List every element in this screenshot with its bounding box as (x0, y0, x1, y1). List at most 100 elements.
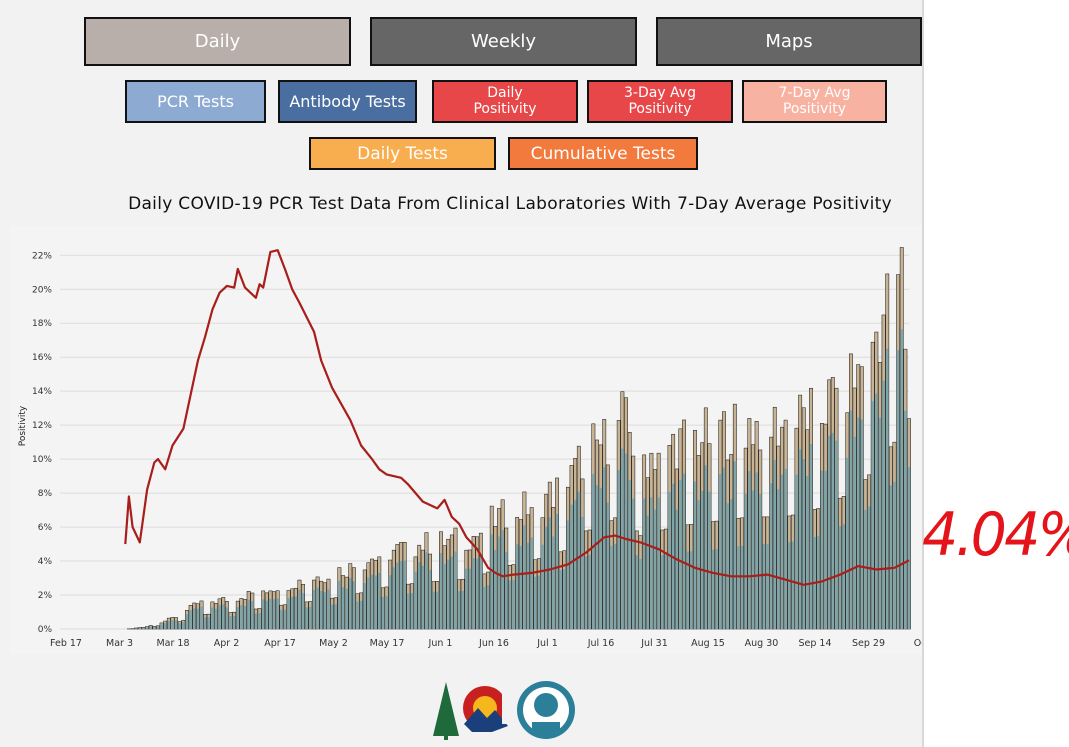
bar-inner (479, 555, 483, 629)
bar-inner (624, 453, 628, 629)
bar-inner (740, 545, 744, 629)
bar-inner (610, 545, 613, 629)
bar-inner (722, 467, 726, 629)
bar-inner (319, 591, 323, 629)
bar-inner (486, 585, 490, 629)
bar-inner (396, 562, 399, 629)
bar-inner (377, 572, 381, 629)
tab-maps[interactable]: Maps (656, 17, 922, 66)
bar-inner (533, 576, 537, 629)
bar-inner (305, 607, 309, 629)
bar-inner (791, 541, 795, 629)
bar-inner (359, 600, 363, 629)
bar-inner (294, 596, 298, 629)
bar-inner (472, 558, 475, 629)
bar-inner (573, 500, 577, 629)
bar-inner (192, 608, 196, 629)
bar-inner (544, 526, 548, 629)
bar-inner (715, 549, 719, 629)
x-tick-label: Apr 2 (214, 638, 240, 649)
daily-positivity-button[interactable]: Daily Positivity (432, 80, 578, 123)
bar-inner (142, 628, 145, 629)
bar-inner (849, 410, 853, 629)
bar-inner (276, 598, 280, 629)
bar-inner (160, 624, 163, 629)
bar-inner (428, 569, 432, 629)
bar-inner (882, 380, 885, 629)
tab-daily[interactable]: Daily (84, 17, 351, 66)
bar-inner (845, 457, 849, 629)
bar-inner (312, 589, 316, 629)
bar-inner (475, 558, 479, 629)
bar-inner (519, 546, 523, 629)
7-day-avg-positivity-button[interactable]: 7-Day Avg Positivity (742, 80, 887, 123)
bar-series (127, 247, 911, 630)
bar-inner (668, 491, 671, 629)
bar-inner (562, 569, 566, 629)
bar-inner (798, 449, 802, 629)
bar-inner (432, 591, 436, 629)
bar-inner (878, 417, 882, 629)
colorado-logo (433, 682, 514, 740)
bar-inner (247, 599, 251, 629)
panel-edge (922, 0, 924, 747)
x-tick-label: Jul 31 (640, 638, 668, 649)
cdphe-logo (517, 681, 575, 739)
y-tick-label: 12% (32, 421, 52, 431)
tab-weekly[interactable]: Weekly (370, 17, 637, 66)
bar-inner (374, 575, 377, 629)
bar-inner (824, 470, 827, 629)
bar-inner (439, 553, 443, 629)
bar-inner (497, 536, 501, 629)
bar-inner (232, 615, 236, 629)
y-tick-label: 4% (38, 557, 53, 567)
bar-inner (501, 530, 504, 629)
bar-inner (686, 551, 690, 629)
bar-inner (552, 536, 555, 629)
bar-inner (182, 622, 185, 629)
bar-inner (406, 593, 410, 629)
bar-inner (820, 470, 824, 629)
cumulative-tests-button[interactable]: Cumulative Tests (508, 137, 698, 170)
x-tick-label: Mar 18 (156, 638, 189, 649)
bar-inner (646, 515, 650, 629)
bar-inner (508, 580, 512, 629)
bar-inner (889, 485, 893, 629)
bar-inner (588, 554, 592, 629)
antibody-tests-button[interactable]: Antibody Tests (278, 80, 417, 123)
bar-inner (635, 555, 639, 629)
x-tick-label: Aug 30 (745, 638, 779, 649)
x-tick-label: May 2 (319, 638, 348, 649)
daily-tests-button[interactable]: Daily Tests (309, 137, 496, 170)
bar-inner (697, 500, 700, 629)
bar-inner (443, 564, 446, 629)
bar-inner (704, 465, 708, 629)
bar-inner (421, 565, 425, 629)
bar-inner (780, 474, 784, 629)
bar-inner (856, 417, 860, 629)
bar-inner (504, 551, 508, 629)
bar-inner (345, 588, 348, 629)
bar-inner (631, 498, 635, 629)
pcr-tests-button[interactable]: PCR Tests (125, 80, 266, 123)
bar-inner (258, 613, 261, 629)
bar-inner (613, 543, 617, 629)
x-tick-label: Sep 29 (852, 638, 885, 649)
bar-inner (338, 580, 341, 629)
x-tick-label: Jul 16 (587, 638, 615, 649)
bar-inner (229, 616, 232, 629)
y-tick-labels: 0% 2% 4% 6% 8% 10% 12% 14% 16% 18% 20% 22% (32, 251, 52, 635)
bar-inner (410, 593, 414, 629)
bar-inner (777, 489, 780, 629)
handwritten-annotation: 4.04% (922, 500, 1069, 570)
bar-inner (152, 627, 156, 629)
bar-inner (250, 601, 254, 629)
3-day-avg-positivity-button[interactable]: 3-Day Avg Positivity (587, 80, 733, 123)
y-tick-label: 18% (32, 319, 52, 329)
bar-inner (446, 559, 450, 629)
bar-inner (831, 432, 835, 629)
bar-inner (758, 493, 762, 629)
bar-inner (254, 613, 258, 629)
bar-inner (163, 623, 167, 629)
chart-title: Daily COVID-19 PCR Test Data From Clinic… (128, 194, 892, 214)
